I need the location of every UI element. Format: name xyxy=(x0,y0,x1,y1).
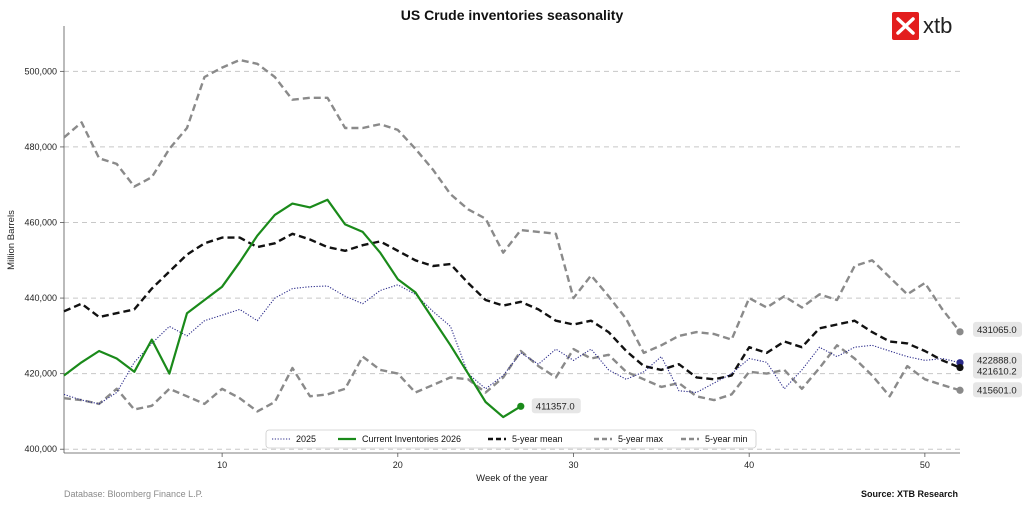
end-label-5-year-max: 431065.0 xyxy=(977,325,1017,336)
end-marker-5-year-mean xyxy=(956,363,964,372)
end-label-5-year-mean: 421610.2 xyxy=(977,367,1017,378)
end-label-current-inventories-2026: 411357.0 xyxy=(536,401,575,412)
series-line-5-year-min xyxy=(63,344,961,413)
legend-label-current-inventories-2026: Current Inventories 2026 xyxy=(362,434,461,444)
x-tick-label: 50 xyxy=(920,460,930,470)
series-line-5-year-mean xyxy=(63,232,961,381)
x-tick-label: 20 xyxy=(393,460,403,470)
end-marker-5-year-min xyxy=(956,386,964,394)
database-note: Database: Bloomberg Finance L.P. xyxy=(64,489,203,499)
series-line-current-inventories-2026 xyxy=(63,198,522,419)
x-axis-label: Week of the year xyxy=(476,473,548,484)
end-marker-current-inventories-2026 xyxy=(517,402,525,410)
y-grid xyxy=(64,70,960,450)
chart-title: US Crude inventories seasonality xyxy=(401,7,624,23)
x-tick-label: 10 xyxy=(217,460,227,470)
end-label-box xyxy=(973,382,1022,398)
y-tick-label: 440,000 xyxy=(24,293,57,303)
x-tick-label: 30 xyxy=(568,460,578,470)
y-axis-label: Million Barrels xyxy=(6,210,17,270)
source-note: Source: XTB Research xyxy=(861,489,958,499)
x-tick-label: 40 xyxy=(744,460,754,470)
y-tick-label: 400,000 xyxy=(24,444,57,454)
end-label-box xyxy=(531,398,581,414)
y-tick-label: 420,000 xyxy=(24,369,57,379)
legend-label-5-year-mean: 5-year mean xyxy=(512,434,563,444)
x-ticks: 10 20 30 40 50 xyxy=(217,453,930,470)
end-label-box xyxy=(973,363,1022,379)
y-tick-label: 480,000 xyxy=(24,142,57,152)
end-label-5-year-min: 415601.0 xyxy=(977,385,1017,396)
xtb-logo: xtb xyxy=(892,12,952,40)
legend-box xyxy=(265,429,757,449)
series-line-5-year-max xyxy=(63,58,961,355)
y-ticks: 400,000 420,000 440,000 460,000 480,000 500,0… xyxy=(24,66,64,454)
y-tick-label: 460,000 xyxy=(24,217,57,227)
legend-label-5-year-max: 5-year max xyxy=(618,434,664,444)
end-marker-5-year-max xyxy=(956,328,964,336)
xtb-logo-text: xtb xyxy=(923,13,952,38)
y-tick-label: 500,000 xyxy=(24,66,57,76)
end-label-2025: 422888.0 xyxy=(977,356,1017,367)
xtb-logo-x-icon xyxy=(896,17,915,35)
legend-label-5-year-min: 5-year min xyxy=(705,434,748,444)
series-lines xyxy=(63,58,961,419)
legend-label-2025: 2025 xyxy=(296,434,316,444)
end-label-box xyxy=(973,321,1022,337)
series-line-2025 xyxy=(63,284,961,405)
legend: 2025 Current Inventories 2026 5-year mean 5… xyxy=(265,429,757,449)
